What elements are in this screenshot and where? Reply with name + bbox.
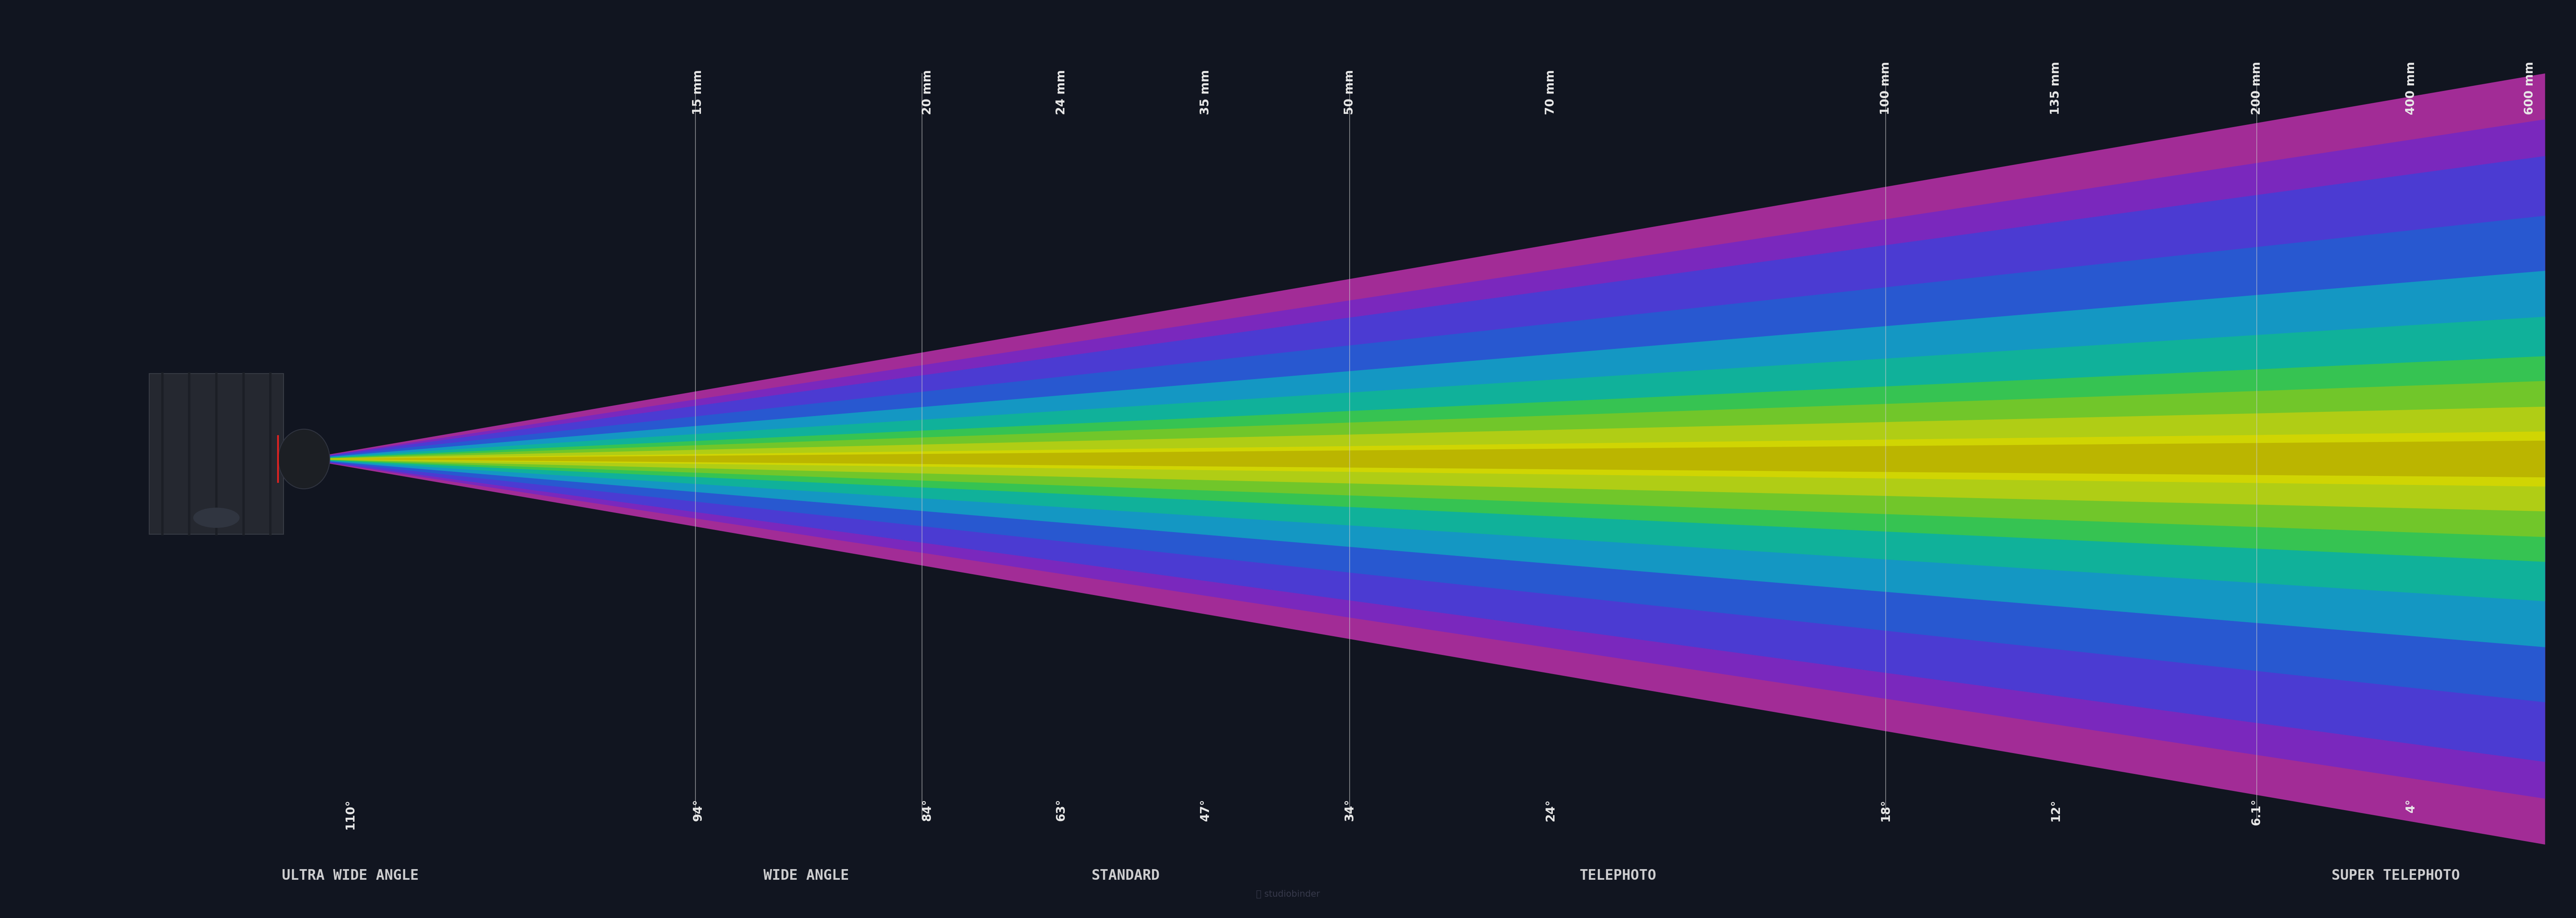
- Polygon shape: [304, 317, 2545, 601]
- Polygon shape: [304, 73, 2545, 845]
- Polygon shape: [304, 156, 2545, 762]
- Text: Ⓢ studiobinder: Ⓢ studiobinder: [1257, 890, 1319, 899]
- Text: 6.1°: 6.1°: [2251, 799, 2262, 825]
- Text: 63°: 63°: [1056, 799, 1066, 821]
- Polygon shape: [304, 216, 2545, 702]
- Text: 24°: 24°: [1546, 799, 1556, 821]
- Text: 20 mm: 20 mm: [922, 70, 933, 115]
- Text: 47°: 47°: [1200, 799, 1211, 821]
- Text: 135 mm: 135 mm: [2050, 62, 2061, 115]
- Polygon shape: [304, 441, 2545, 477]
- Text: 24 mm: 24 mm: [1056, 70, 1066, 115]
- Text: 12°: 12°: [2050, 799, 2061, 821]
- Text: 100 mm: 100 mm: [1880, 62, 1891, 115]
- Polygon shape: [304, 271, 2545, 647]
- Text: TELEPHOTO: TELEPHOTO: [1579, 868, 1656, 883]
- Text: 18°: 18°: [1880, 799, 1891, 821]
- Text: 50 mm: 50 mm: [1345, 70, 1355, 115]
- Text: 110°: 110°: [345, 799, 355, 829]
- Text: ULTRA WIDE ANGLE: ULTRA WIDE ANGLE: [281, 868, 420, 883]
- Text: 200 mm: 200 mm: [2251, 62, 2262, 115]
- Polygon shape: [304, 356, 2545, 562]
- Ellipse shape: [193, 508, 240, 528]
- Text: 34°: 34°: [1345, 799, 1355, 821]
- Text: STANDARD: STANDARD: [1092, 868, 1159, 883]
- Polygon shape: [304, 119, 2545, 799]
- Text: WIDE ANGLE: WIDE ANGLE: [762, 868, 850, 883]
- Text: 15 mm: 15 mm: [693, 70, 703, 115]
- Text: 35 mm: 35 mm: [1200, 70, 1211, 115]
- Text: 84°: 84°: [922, 799, 933, 821]
- Text: 400 mm: 400 mm: [2406, 62, 2416, 115]
- Text: 94°: 94°: [693, 799, 703, 821]
- Text: 4°: 4°: [2406, 799, 2416, 812]
- Text: 70 mm: 70 mm: [1546, 70, 1556, 115]
- Text: SUPER TELEPHOTO: SUPER TELEPHOTO: [2331, 868, 2460, 883]
- Bar: [149, 374, 283, 534]
- Ellipse shape: [278, 429, 330, 488]
- Polygon shape: [304, 381, 2545, 537]
- Polygon shape: [304, 407, 2545, 511]
- Text: 600 mm: 600 mm: [2524, 62, 2535, 115]
- Polygon shape: [304, 431, 2545, 487]
